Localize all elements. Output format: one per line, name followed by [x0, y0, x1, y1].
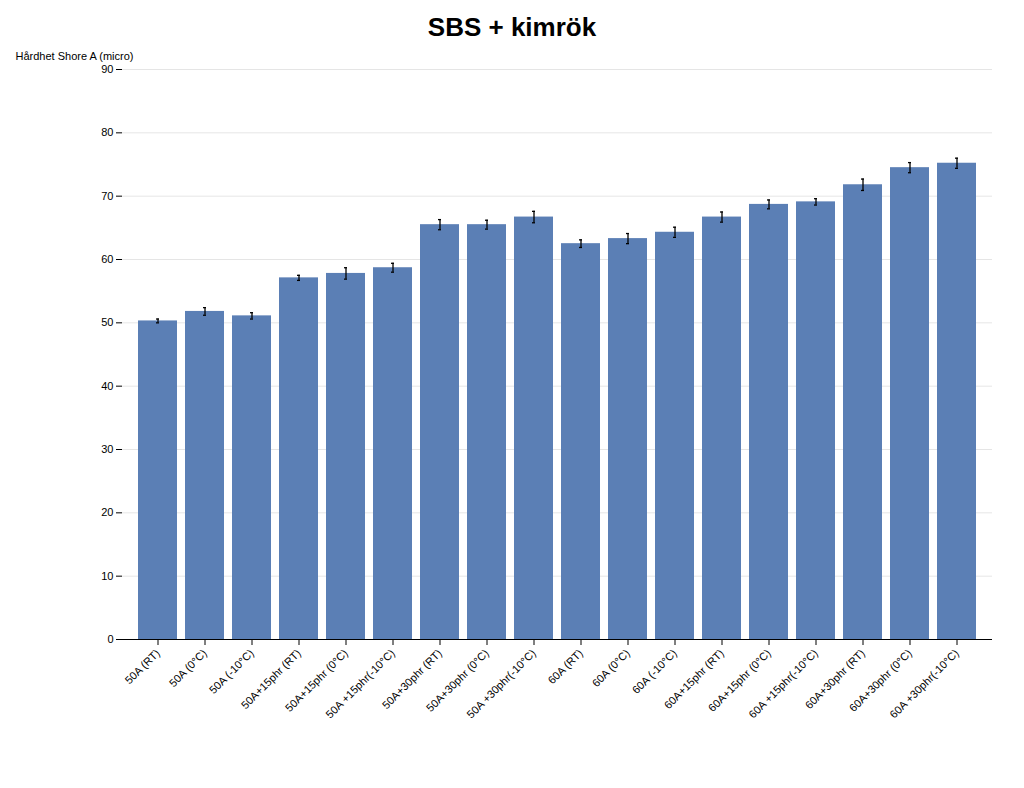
svg-text:60: 60 [101, 253, 113, 265]
svg-text:Hårdhet Shore A (micro): Hårdhet Shore A (micro) [16, 50, 134, 62]
svg-text:10: 10 [101, 570, 113, 582]
svg-text:60A+30phr (0°C): 60A+30phr (0°C) [846, 646, 914, 714]
svg-text:70: 70 [101, 190, 113, 202]
svg-text:60A (-10°C): 60A (-10°C) [630, 647, 679, 696]
svg-text:60A +30phr(-10°C): 60A +30phr(-10°C) [887, 647, 961, 721]
svg-text:50A (-10°C): 50A (-10°C) [207, 647, 256, 696]
svg-text:50A (0°C): 50A (0°C) [167, 647, 209, 689]
svg-text:50A+30phr (0°C): 50A+30phr (0°C) [423, 646, 491, 714]
svg-text:60A (RT): 60A (RT) [545, 647, 584, 686]
svg-text:50A+15phr (0°C): 50A+15phr (0°C) [282, 646, 350, 714]
svg-text:50A +30phr(-10°C): 50A +30phr(-10°C) [464, 647, 538, 721]
svg-text:20: 20 [101, 506, 113, 518]
svg-text:50A (RT): 50A (RT) [122, 647, 161, 686]
svg-text:60A+30phr (RT): 60A+30phr (RT) [802, 646, 867, 712]
svg-text:60A (0°C): 60A (0°C) [590, 647, 632, 689]
svg-text:50A+30phr (RT): 50A+30phr (RT) [379, 646, 444, 712]
svg-text:50A+15phr (RT): 50A+15phr (RT) [238, 646, 303, 712]
svg-text:60A+15phr (0°C): 60A+15phr (0°C) [705, 646, 773, 714]
svg-text:90: 90 [101, 63, 113, 75]
svg-text:40: 40 [101, 380, 113, 392]
svg-text:60A+15phr (RT): 60A+15phr (RT) [661, 646, 726, 712]
svg-text:80: 80 [101, 126, 113, 138]
svg-text:50A +15phr(-10°C): 50A +15phr(-10°C) [323, 646, 397, 721]
html-text:SBS + kimrök: SBS + kimrök [427, 12, 597, 42]
svg-text:0: 0 [107, 633, 113, 645]
svg-text:30: 30 [101, 443, 113, 455]
svg-text:50: 50 [101, 316, 113, 328]
svg-text:60A +15phr(-10°C): 60A +15phr(-10°C) [746, 646, 820, 721]
